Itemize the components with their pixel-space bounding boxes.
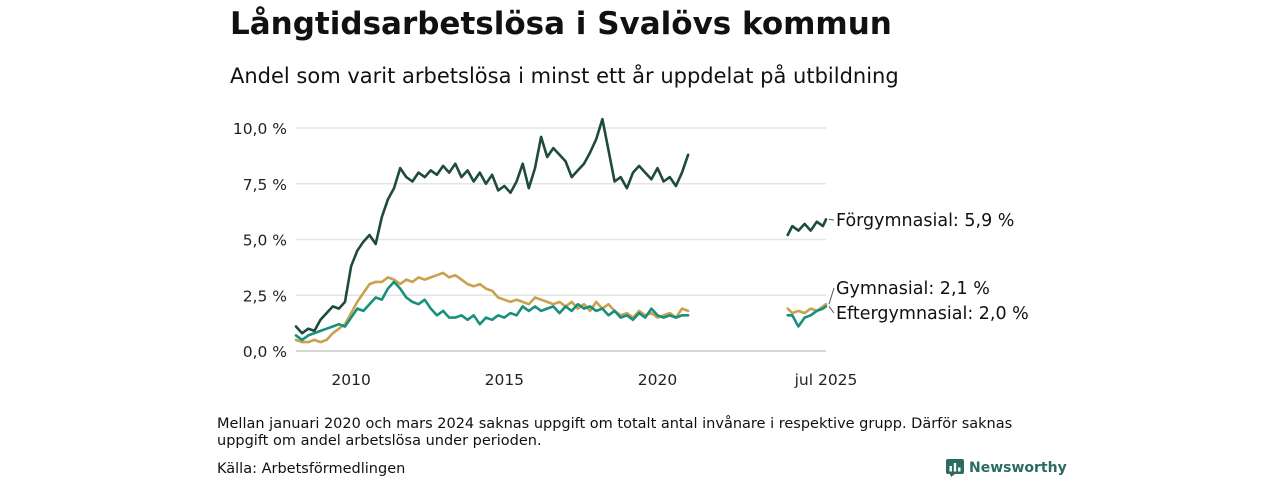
y-tick-label: 10,0 % <box>233 120 287 138</box>
label-connector <box>828 218 835 221</box>
y-tick-label: 7,5 % <box>243 176 287 194</box>
series-line <box>786 218 828 237</box>
footnote: Mellan januari 2020 och mars 2024 saknas… <box>217 416 1013 449</box>
newsworthy-logo[interactable]: Newsworthy <box>946 459 1067 477</box>
x-tick-label: 2015 <box>485 371 524 389</box>
series-line <box>786 305 828 328</box>
series-end-label: Eftergymnasial: 2,0 % <box>836 304 1029 324</box>
series-end-label: Gymnasial: 2,1 % <box>836 279 990 299</box>
series-end-label: Förgymnasial: 5,9 % <box>836 211 1014 231</box>
x-tick-label: 2010 <box>331 371 370 389</box>
y-tick-label: 0,0 % <box>243 343 287 361</box>
label-connector <box>828 306 835 314</box>
chart-subtitle: Andel som varit arbetslösa i minst ett å… <box>230 64 899 88</box>
x-tick-label: 2020 <box>638 371 677 389</box>
y-tick-label: 2,5 % <box>243 287 287 305</box>
brand-name: Newsworthy <box>969 460 1067 476</box>
source-text: Källa: Arbetsförmedlingen <box>217 461 406 477</box>
y-tick-label: 5,0 % <box>243 232 287 250</box>
series-line <box>294 280 690 342</box>
series-line <box>786 302 828 315</box>
x-tick-label: jul 2025 <box>794 371 858 389</box>
chart-title: Långtidsarbetslösa i Svalövs kommun <box>230 6 892 42</box>
line-chart: 0,0 % 2,5 % 5,0 % 7,5 % 10,0 % 2010 2015 2020 ju… <box>233 117 1029 389</box>
series-line <box>294 271 690 344</box>
label-connector <box>828 287 835 305</box>
series-line <box>294 117 690 335</box>
newsworthy-icon <box>946 459 964 477</box>
